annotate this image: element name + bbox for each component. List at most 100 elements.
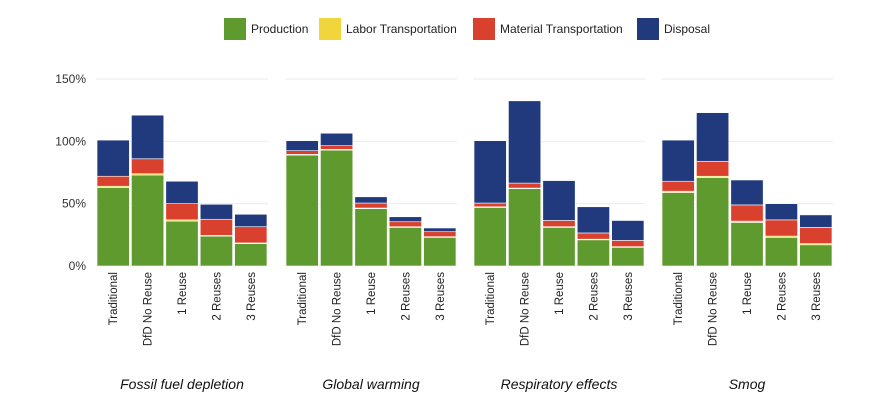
plot-area: 0% 50% 100% 150% Traditional DfD No Reuse 1 Re… [55, 72, 833, 392]
bar-global-warming-dfd-no-reuse-disposal [320, 132, 354, 146]
bar-global-warming-2-reuses-material-transportation [388, 221, 422, 228]
bar-fossil-fuel-depletion-traditional-material-transportation [96, 175, 130, 187]
bar-respiratory-effects-1-reuse-disposal [542, 180, 576, 221]
x-tick-label: 2 Reuses [776, 272, 788, 321]
bar-respiratory-effects-1-reuse-production [542, 227, 576, 267]
bar-fossil-fuel-depletion-3-reuses-disposal [234, 213, 268, 228]
legend-label-labor-transportation: Labor Transportation [346, 22, 457, 36]
bar-fossil-fuel-depletion-1-reuse-material-transportation [165, 203, 199, 221]
bar-smog-dfd-no-reuse-disposal [696, 112, 730, 162]
legend-label-material-transportation: Material Transportation [500, 22, 623, 36]
bar-global-warming-2-reuses-disposal [388, 216, 422, 223]
x-tick-label: 2 Reuses [588, 272, 600, 321]
x-tick-label: 3 Reuses [811, 272, 823, 321]
x-tick-label: 2 Reuses [211, 272, 223, 321]
bar-global-warming-dfd-no-reuse-production [320, 149, 354, 267]
bar-smog-3-reuses-material-transportation [799, 227, 833, 244]
bar-smog-traditional-material-transportation [661, 180, 695, 192]
bar-respiratory-effects-traditional-production [473, 207, 507, 267]
facet-title: Smog [729, 376, 766, 392]
legend: Production Labor Transportation Material T… [224, 18, 710, 40]
legend-swatch-material-transportation [473, 18, 495, 40]
bar-fossil-fuel-depletion-dfd-no-reuse-disposal [131, 114, 165, 160]
bar-global-warming-3-reuses-material-transportation [423, 231, 457, 238]
bar-respiratory-effects-dfd-no-reuse-production [508, 188, 542, 267]
x-tick-label: DfD No Reuse [708, 272, 720, 346]
bar-respiratory-effects-1-reuse-material-transportation [542, 220, 576, 228]
bar-global-warming-2-reuses-production [388, 227, 422, 267]
y-tick-label: 100% [55, 134, 86, 148]
x-tick-label: Traditional [297, 272, 309, 325]
bar-smog-3-reuses-disposal [799, 214, 833, 228]
y-tick-label: 150% [55, 72, 86, 86]
x-tick-label: DfD No Reuse [143, 272, 155, 346]
bar-global-warming-traditional-production [285, 154, 319, 267]
bar-fossil-fuel-depletion-dfd-no-reuse-production [131, 174, 165, 267]
bar-respiratory-effects-2-reuses-material-transportation [576, 232, 610, 240]
x-tick-label: 1 Reuse [366, 272, 378, 315]
bar-respiratory-effects-3-reuses-disposal [611, 220, 645, 241]
bar-fossil-fuel-depletion-traditional-disposal [96, 139, 130, 177]
bar-smog-1-reuse-disposal [730, 179, 764, 206]
x-tick-label: 3 Reuses [246, 272, 258, 321]
bar-respiratory-effects-2-reuses-disposal [576, 206, 610, 234]
legend-swatch-labor-transportation [319, 18, 341, 40]
bar-global-warming-traditional-material-transportation [285, 150, 319, 155]
bar-respiratory-effects-3-reuses-production [611, 247, 645, 267]
bar-smog-2-reuses-material-transportation [764, 219, 798, 237]
bar-smog-2-reuses-disposal [764, 203, 798, 221]
facet-fossil-fuel-depletion: Traditional DfD No Reuse 1 Reuse 2 Reuses 3 … [96, 114, 268, 392]
bar-fossil-fuel-depletion-traditional-production [96, 187, 130, 267]
bar-global-warming-1-reuse-material-transportation [354, 202, 388, 209]
bar-smog-1-reuse-production [730, 222, 764, 267]
bar-respiratory-effects-dfd-no-reuse-material-transportation [508, 182, 542, 189]
legend-label-production: Production [251, 22, 308, 36]
facet-title: Global warming [322, 376, 419, 392]
bar-fossil-fuel-depletion-1-reuse-disposal [165, 180, 199, 204]
bar-fossil-fuel-depletion-2-reuses-material-transportation [199, 218, 233, 236]
bar-fossil-fuel-depletion-2-reuses-disposal [199, 203, 233, 220]
x-tick-label: 1 Reuse [554, 272, 566, 315]
bar-global-warming-1-reuse-production [354, 208, 388, 267]
bar-smog-1-reuse-material-transportation [730, 204, 764, 222]
bar-fossil-fuel-depletion-3-reuses-production [234, 243, 268, 267]
bar-smog-traditional-disposal [661, 139, 695, 182]
bar-fossil-fuel-depletion-1-reuse-production [165, 220, 199, 267]
bar-respiratory-effects-2-reuses-production [576, 239, 610, 267]
bar-respiratory-effects-dfd-no-reuse-disposal [508, 100, 542, 184]
legend-swatch-disposal [637, 18, 659, 40]
x-tick-label: 1 Reuse [742, 272, 754, 315]
x-tick-label: Traditional [108, 272, 120, 325]
facet-smog: Traditional DfD No Reuse 1 Reuse 2 Reuses 3 … [661, 112, 833, 392]
x-tick-label: 3 Reuses [623, 272, 635, 321]
bar-smog-dfd-no-reuse-production [696, 177, 730, 267]
facet-title: Respiratory effects [501, 376, 618, 392]
bar-global-warming-3-reuses-production [423, 237, 457, 267]
facet-title: Fossil fuel depletion [120, 376, 244, 392]
facet-global-warming: Traditional DfD No Reuse 1 Reuse 2 Reuses 3 … [285, 132, 457, 392]
facet-respiratory-effects: Traditional DfD No Reuse 1 Reuse 2 Reuses 3 … [473, 100, 645, 392]
bar-smog-3-reuses-production [799, 244, 833, 267]
x-tick-label: Traditional [485, 272, 497, 325]
legend-label-disposal: Disposal [664, 22, 710, 36]
bar-global-warming-dfd-no-reuse-material-transportation [320, 145, 354, 150]
bar-global-warming-3-reuses-disposal [423, 227, 457, 233]
bar-fossil-fuel-depletion-3-reuses-material-transportation [234, 226, 268, 244]
bar-global-warming-1-reuse-disposal [354, 196, 388, 204]
x-tick-label: DfD No Reuse [332, 272, 344, 346]
y-tick-label: 50% [62, 197, 86, 211]
bar-respiratory-effects-traditional-material-transportation [473, 202, 507, 208]
bar-fossil-fuel-depletion-dfd-no-reuse-material-transportation [131, 158, 165, 175]
x-tick-label: 1 Reuse [177, 272, 189, 315]
bar-respiratory-effects-traditional-disposal [473, 140, 507, 204]
x-tick-label: Traditional [673, 272, 685, 325]
x-tick-label: 2 Reuses [400, 272, 412, 321]
bar-smog-dfd-no-reuse-material-transportation [696, 160, 730, 177]
bar-respiratory-effects-3-reuses-material-transportation [611, 240, 645, 247]
bar-fossil-fuel-depletion-2-reuses-production [199, 235, 233, 267]
x-tick-label: 3 Reuses [435, 272, 447, 321]
x-tick-label: DfD No Reuse [520, 272, 532, 346]
y-tick-label: 0% [69, 259, 87, 273]
bar-global-warming-traditional-disposal [285, 140, 319, 151]
